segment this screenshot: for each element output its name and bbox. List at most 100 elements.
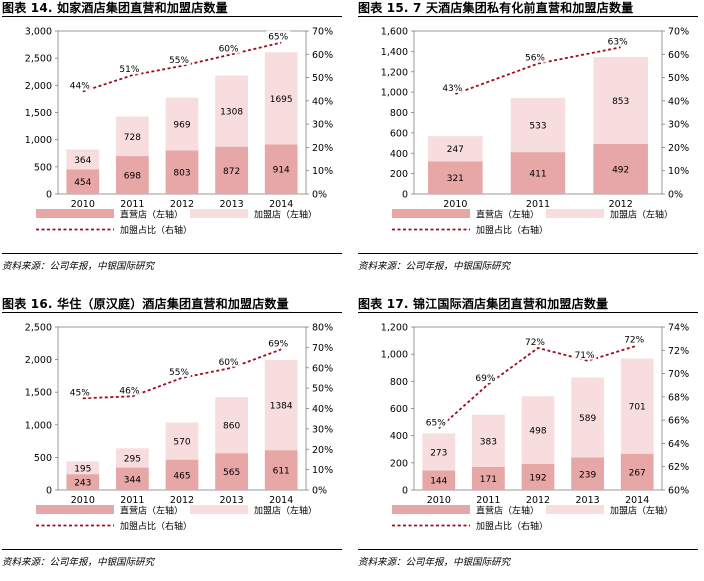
x-axis-tick-label: 2011: [526, 199, 550, 210]
bar-direct-value-label: 171: [480, 475, 497, 485]
ratio-value-label: 55%: [169, 56, 189, 66]
ratio-value-label: 65%: [426, 418, 446, 428]
right-axis-tick-label: 50%: [668, 73, 689, 84]
legend-label-franchise: 加盟店（左轴）: [254, 505, 317, 517]
bar-franchise: [472, 414, 505, 467]
legend-swatch-direct: [392, 209, 470, 218]
title-rule: [2, 312, 342, 313]
bar-franchise: [264, 359, 298, 451]
bar-franchise-value-label: 969: [173, 121, 190, 131]
ratio-value-label: 43%: [442, 84, 462, 94]
bar-direct: [116, 156, 149, 194]
left-axis-tick-label: 1,000: [381, 88, 408, 99]
x-axis-tick-label: 2012: [526, 495, 550, 506]
left-axis-tick-label: 1,500: [25, 108, 52, 119]
x-axis-tick-label: 2012: [170, 199, 194, 210]
ratio-value-label: 51%: [119, 65, 139, 75]
legend-label-franchise: 加盟店（左轴）: [254, 209, 317, 221]
left-axis-tick-label: 2,000: [25, 355, 52, 366]
bar-franchise-value-label: 295: [124, 454, 141, 464]
legend-label-ratio: 加盟占比（右轴）: [120, 224, 192, 236]
left-axis-tick-label: 1,400: [381, 47, 408, 58]
legend-label-franchise: 加盟店（左轴）: [610, 505, 673, 517]
legend-label-direct: 直营店（左轴）: [120, 209, 183, 221]
bar-direct: [264, 144, 298, 194]
ratio-label-backing: [216, 355, 241, 367]
bar-franchise-value-label: 273: [430, 448, 447, 458]
ratio-value-label: 55%: [169, 368, 189, 378]
bar-franchise-value-label: 570: [173, 438, 190, 448]
bar-direct: [215, 453, 248, 490]
source-rule: [358, 253, 698, 254]
chart-panel-1: 图表 14. 如家酒店集团直营和加盟店数量 0 500 1,000 1,500 2,00…: [0, 0, 345, 285]
bar-franchise-value-label: 247: [447, 145, 464, 155]
right-axis-tick-label: 70%: [668, 369, 689, 380]
ratio-label-backing: [622, 333, 647, 345]
left-axis-tick-label: 600: [390, 128, 408, 139]
ratio-value-label: 71%: [575, 351, 595, 361]
chart-panel-4: 图表 17. 锦江国际酒店集团直营和加盟店数量 0 200 400 600 800 1,0…: [356, 296, 701, 581]
left-axis-tick-label: 1,000: [381, 350, 408, 361]
x-axis-tick-label: 2011: [476, 495, 500, 506]
ratio-label-backing: [605, 35, 630, 47]
ratio-label-backing: [423, 416, 448, 428]
bar-franchise-value-label: 364: [74, 156, 91, 166]
bar-direct: [593, 143, 648, 194]
bar-franchise-value-label: 589: [579, 414, 596, 424]
right-axis-tick-label: 40%: [312, 404, 333, 415]
x-axis-tick-label: 2013: [576, 495, 600, 506]
chart-title: 图表 14. 如家酒店集团直营和加盟店数量: [2, 1, 228, 15]
chart-plot: 0 200 400 600 800 1,000 1,200 60% 62% 64% 66% 68% 70…: [381, 323, 689, 533]
bar-direct-value-label: 454: [74, 178, 91, 188]
legend-swatch-franchise: [546, 209, 604, 218]
ratio-line: [82, 348, 282, 400]
bar-direct: [264, 450, 298, 490]
legend-swatch-direct: [392, 505, 470, 514]
bar-direct-value-label: 914: [273, 166, 290, 176]
right-axis-tick-label: 40%: [668, 96, 689, 107]
bar-direct: [66, 169, 100, 194]
bar-direct: [521, 463, 555, 490]
left-axis-tick-label: 400: [390, 431, 408, 442]
x-axis-tick-label: 2012: [170, 495, 194, 506]
ratio-value-label: 60%: [219, 44, 239, 54]
ratio-value-label: 63%: [608, 37, 628, 47]
right-axis-tick-label: 20%: [312, 143, 333, 154]
bar-franchise-value-label: 383: [480, 437, 497, 447]
bar-direct-value-label: 239: [579, 470, 596, 480]
right-axis-tick-label: 50%: [312, 384, 333, 395]
bar-franchise-value-label: 860: [223, 422, 240, 432]
chart-plot: 0 500 1,000 1,500 2,000 2,500 0% 10% 20% 30% 40% 50…: [25, 323, 333, 533]
x-axis-tick-label: 2014: [625, 495, 649, 506]
source-note: 资料来源：公司年报，中银国际研究: [2, 261, 155, 272]
bar-franchise: [521, 396, 555, 464]
ratio-value-label: 45%: [70, 388, 90, 398]
chart-plot: 0 500 1,000 1,500 2,000 2,500 3,000 0% 10% 20% 30%…: [25, 27, 333, 237]
source-rule: [2, 549, 342, 550]
left-axis-tick-label: 1,200: [381, 67, 408, 78]
x-axis-tick-label: 2011: [120, 199, 144, 210]
right-axis-tick-label: 0%: [668, 190, 683, 201]
bar-franchise: [422, 433, 456, 471]
ratio-value-label: 46%: [119, 386, 139, 396]
ratio-label-backing: [216, 42, 241, 54]
right-axis-tick-label: 40%: [312, 96, 333, 107]
right-axis-tick-label: 50%: [312, 73, 333, 84]
left-axis-tick-label: 2,500: [25, 54, 52, 65]
right-axis-tick-label: 10%: [312, 465, 333, 476]
bar-direct-value-label: 243: [74, 479, 91, 489]
ratio-label-backing: [117, 384, 142, 396]
ratio-label-backing: [440, 81, 465, 93]
left-axis-tick-label: 1,500: [25, 388, 52, 399]
legend-label-direct: 直营店（左轴）: [476, 505, 539, 517]
left-axis-tick-label: 0: [402, 486, 408, 497]
bar-direct-value-label: 144: [430, 477, 447, 487]
left-axis-tick-label: 0: [46, 486, 52, 497]
left-axis-tick-label: 200: [390, 169, 408, 180]
source-note: 资料来源：公司年报，中银国际研究: [358, 261, 511, 272]
bar-direct-value-label: 803: [173, 169, 190, 179]
right-axis-tick-label: 20%: [668, 143, 689, 154]
legend-swatch-franchise: [190, 505, 248, 514]
ratio-line: [454, 46, 621, 95]
right-axis-tick-label: 80%: [312, 323, 333, 334]
